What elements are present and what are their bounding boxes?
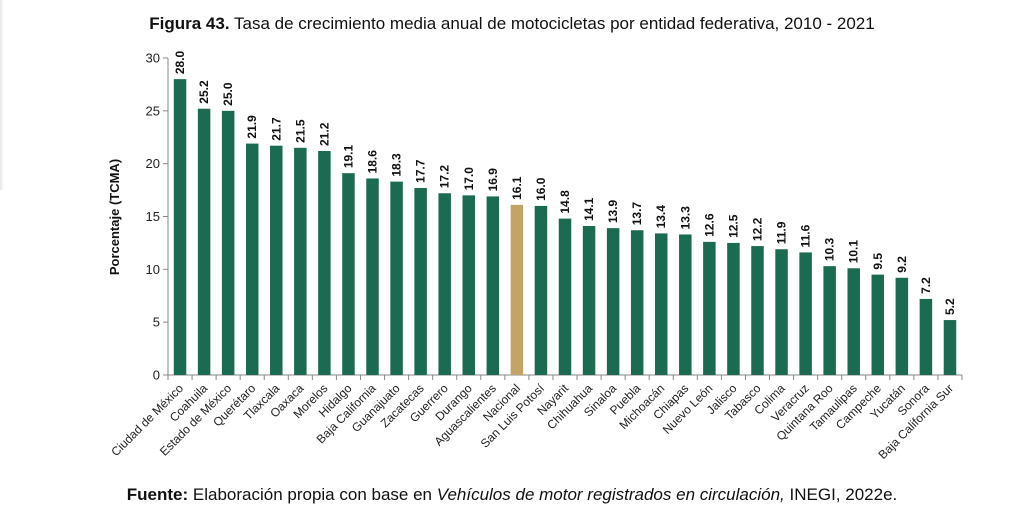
bar-value-label: 28.0 <box>173 50 187 74</box>
chart-bars <box>173 79 957 375</box>
bar <box>895 277 909 375</box>
bar-value-label: 14.1 <box>582 197 596 221</box>
page-edge-shadow <box>0 0 4 190</box>
bar-value-label: 17.0 <box>462 167 476 191</box>
bar <box>173 79 187 375</box>
bar <box>606 228 620 375</box>
chart-data-labels: 28.0 25.2 25.0 21.9 21.7 21.5 21.2 19.1 18.6 18.3… <box>173 50 957 315</box>
bar-value-label: 12.6 <box>702 213 716 237</box>
bar-value-label: 25.2 <box>197 80 211 104</box>
bar <box>486 196 500 375</box>
bar-value-label: 25.0 <box>221 82 235 106</box>
bar <box>197 108 211 375</box>
y-tick-label: 20 <box>146 156 160 171</box>
bar <box>462 195 476 375</box>
bar-value-label: 18.6 <box>366 150 380 174</box>
bar-value-label: 21.9 <box>245 115 259 139</box>
bar-value-label: 5.2 <box>943 298 957 315</box>
bar <box>871 274 885 375</box>
bar <box>919 298 933 375</box>
bar-value-label: 13.7 <box>630 202 644 226</box>
bar <box>342 173 355 375</box>
bar-value-label: 18.3 <box>390 153 404 177</box>
bar <box>775 249 788 375</box>
bar <box>943 320 957 375</box>
bar <box>703 241 716 375</box>
bar-value-label: 13.4 <box>654 205 668 229</box>
bar <box>751 246 764 375</box>
bar <box>799 252 812 375</box>
bar <box>654 233 668 375</box>
bar-value-label: 12.2 <box>750 217 764 241</box>
bar-value-label: 12.5 <box>726 214 740 238</box>
y-tick-label: 10 <box>146 262 160 277</box>
bar-value-label: 10.3 <box>823 237 837 261</box>
bar <box>414 187 427 375</box>
figure-title-text: Tasa de crecimiento media anual de motoc… <box>234 14 875 33</box>
bar-value-label: 17.7 <box>414 159 428 183</box>
y-tick-label: 25 <box>146 103 160 118</box>
bar <box>630 230 644 375</box>
bar <box>727 242 740 375</box>
bar-value-label: 21.7 <box>269 117 283 141</box>
bar <box>294 147 307 375</box>
y-tick-label: 30 <box>146 51 160 66</box>
bar-value-label: 16.9 <box>486 168 500 192</box>
bar <box>366 178 379 375</box>
bar-value-label: 7.2 <box>919 277 933 294</box>
bar <box>847 268 860 375</box>
bar-value-label: 13.3 <box>678 206 692 230</box>
bar <box>510 204 524 375</box>
source-prefix: Fuente: <box>126 485 189 504</box>
bar-value-label: 16.1 <box>510 176 524 200</box>
bar-value-label: 11.6 <box>799 224 813 247</box>
bar <box>679 234 692 375</box>
bar-value-label: 10.1 <box>847 240 861 264</box>
source-text-after: INEGI, 2022e. <box>789 485 898 504</box>
source-text-before: Elaboración propia con base en <box>192 485 432 504</box>
bar-value-label: 21.5 <box>293 119 307 143</box>
source-italic-title: Vehículos de motor registrados en circul… <box>436 485 785 504</box>
bar <box>390 181 403 375</box>
bar-value-label: 14.8 <box>558 190 572 214</box>
y-tick-label: 15 <box>146 209 160 224</box>
bar <box>534 205 548 375</box>
bar-value-label: 21.2 <box>317 122 331 146</box>
bar-value-label: 11.9 <box>775 221 789 244</box>
bar <box>823 266 836 375</box>
source-note: Fuente: Elaboración propia con base en V… <box>0 485 1024 505</box>
figure-number: Figura 43. <box>149 14 230 33</box>
bar-value-label: 13.9 <box>606 199 620 223</box>
bar-value-label: 17.2 <box>438 165 452 189</box>
bar-value-label: 19.1 <box>341 144 355 168</box>
bar-value-label: 16.0 <box>534 177 548 201</box>
y-tick-label: 0 <box>153 368 160 383</box>
chart-axes: 0 5 10 15 20 25 30 <box>146 51 963 383</box>
bar-value-label: 9.5 <box>871 253 885 270</box>
y-tick-label: 5 <box>153 315 160 330</box>
bar <box>270 145 283 375</box>
bar <box>582 226 596 375</box>
bar <box>558 218 572 375</box>
bar <box>245 143 259 375</box>
bar <box>318 150 331 375</box>
y-axis-label: Porcentaje (TCMA) <box>107 159 122 275</box>
figure-title: Figura 43. Tasa de crecimiento media anu… <box>0 14 1024 34</box>
bar <box>221 110 235 375</box>
bar-value-label: 9.2 <box>895 256 909 273</box>
bar <box>438 193 451 375</box>
